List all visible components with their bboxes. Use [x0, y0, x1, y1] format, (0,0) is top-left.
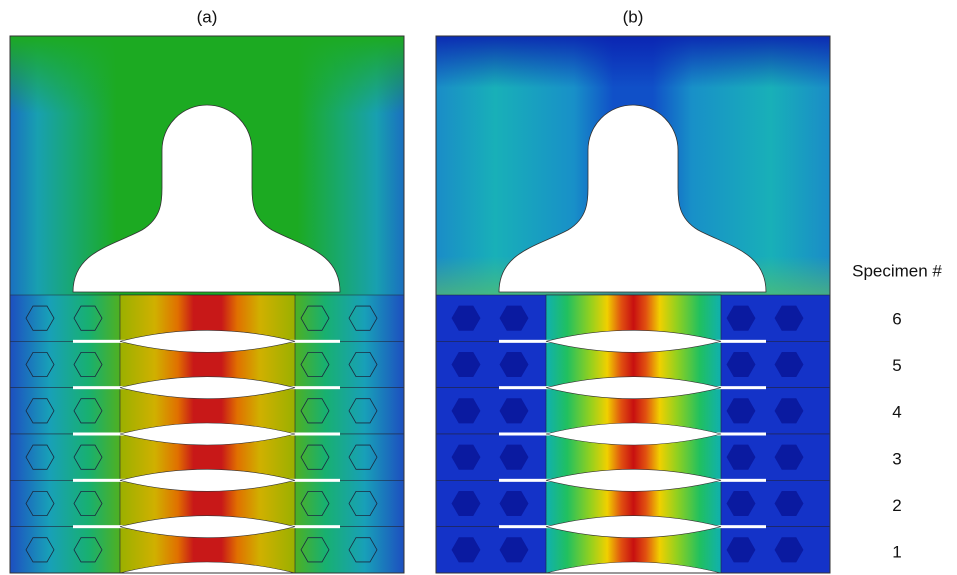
panel-label: (b): [623, 7, 644, 26]
specimen-number: 1: [892, 542, 901, 561]
legend-title: Specimen #: [852, 261, 942, 280]
specimen-number: 4: [892, 403, 901, 422]
figure: (a) (b) Specimen # 6 5 4 3 2 1: [0, 0, 957, 575]
contour-panel: [10, 36, 404, 575]
specimen-number: 3: [892, 449, 901, 468]
panel-label: (a): [197, 7, 218, 26]
specimen-number: 5: [892, 356, 901, 375]
specimen-number: 6: [892, 309, 901, 328]
contour-panel: [436, 36, 830, 575]
specimen-number: 2: [892, 496, 901, 515]
